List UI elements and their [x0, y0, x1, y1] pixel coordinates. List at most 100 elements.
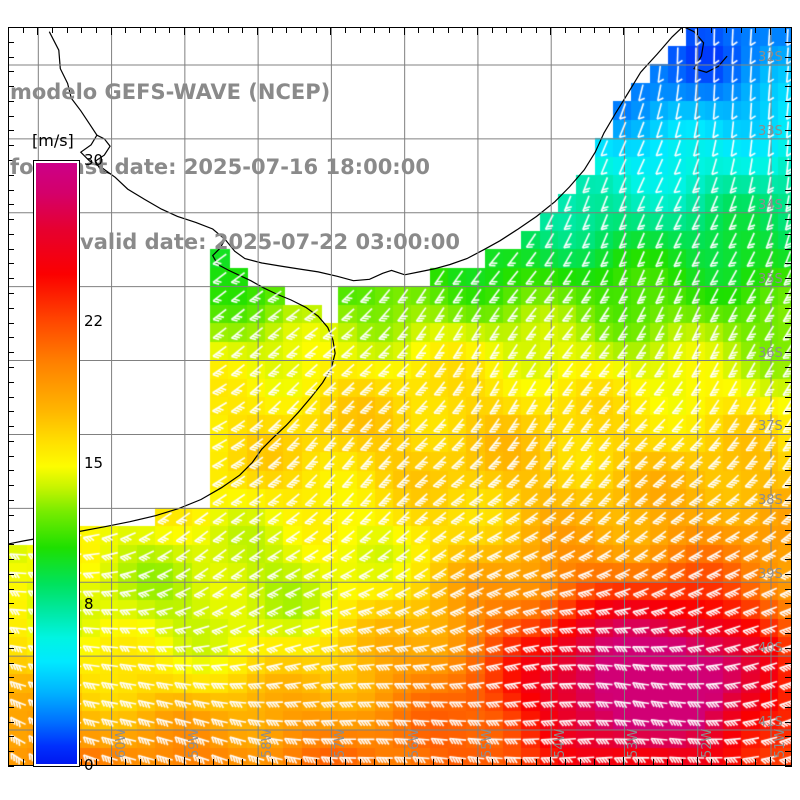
tick-bottom	[726, 759, 728, 766]
lat-label-36S: 36S	[758, 345, 783, 361]
colorbar-label-15: 15	[84, 453, 104, 472]
tick-right	[785, 588, 792, 590]
tick-bottom	[696, 757, 698, 766]
tick-left	[8, 514, 14, 516]
tick-bottom	[638, 759, 640, 766]
tick-left	[8, 322, 14, 324]
tick-left	[8, 71, 14, 73]
tick-top	[66, 27, 68, 33]
tick-right	[785, 337, 792, 339]
tick-left	[8, 337, 14, 339]
tick-bottom	[506, 759, 508, 766]
tick-bottom	[520, 759, 522, 766]
tick-right	[785, 499, 792, 501]
tick-left	[8, 529, 14, 531]
tick-top	[359, 27, 361, 33]
tick-bottom	[389, 759, 390, 766]
tick-top	[271, 27, 273, 33]
lon-label-53W: 53W	[626, 728, 642, 758]
tick-left	[8, 219, 14, 221]
tick-top	[638, 27, 640, 33]
tick-right	[785, 559, 792, 561]
tick-left	[8, 41, 14, 43]
tick-left	[8, 145, 14, 147]
tick-right	[785, 632, 792, 634]
tick-left	[8, 588, 14, 590]
colorbar-label-22: 22	[84, 312, 104, 331]
tick-top	[183, 27, 185, 35]
tick-bottom	[330, 757, 332, 766]
tick-right	[785, 455, 792, 457]
tick-right	[785, 470, 792, 472]
tick-right	[785, 86, 792, 88]
tick-bottom	[770, 757, 772, 766]
tick-left	[8, 278, 14, 280]
lat-label-35S: 35S	[758, 271, 783, 287]
tick-bottom	[418, 759, 420, 766]
tick-bottom	[608, 759, 610, 766]
lat-label-38S: 38S	[758, 493, 783, 509]
tick-top	[491, 27, 493, 33]
tick-left	[8, 426, 14, 428]
tick-bottom	[667, 759, 669, 766]
colorbar-gradient-box	[33, 160, 80, 767]
tick-bottom	[169, 759, 171, 766]
tick-top	[740, 27, 742, 33]
tick-right	[785, 204, 792, 206]
tick-right	[785, 396, 792, 398]
tick-left	[8, 677, 14, 679]
tick-top	[227, 27, 229, 33]
tick-left	[8, 352, 14, 354]
tick-bottom	[652, 759, 654, 766]
tick-top	[374, 27, 376, 33]
tick-left	[8, 174, 14, 176]
tick-right	[785, 485, 792, 487]
tick-right	[785, 160, 792, 162]
tick-top	[432, 27, 434, 33]
tick-left	[8, 455, 14, 457]
tick-top	[784, 27, 786, 33]
tick-bottom	[139, 759, 141, 766]
tick-left	[8, 263, 14, 265]
map-plot-area[interactable]	[8, 27, 792, 766]
tick-right	[785, 766, 792, 767]
tick-right	[785, 381, 792, 383]
tick-left	[8, 632, 14, 634]
tick-top	[726, 27, 728, 33]
tick-left	[8, 189, 14, 191]
tick-left	[8, 307, 14, 309]
tick-left	[8, 440, 14, 442]
lon-label-60W: 60W	[113, 728, 129, 758]
lon-label-51W: 51W	[773, 728, 789, 758]
tick-bottom	[403, 757, 405, 766]
tick-bottom	[682, 759, 684, 766]
tick-left	[8, 618, 14, 620]
tick-left	[8, 499, 14, 501]
tick-bottom	[154, 759, 156, 766]
tick-bottom	[22, 759, 24, 766]
tick-bottom	[345, 759, 347, 766]
tick-top	[330, 27, 332, 35]
tick-top	[682, 27, 684, 33]
tick-right	[785, 278, 792, 280]
tick-left	[8, 115, 14, 117]
tick-top	[696, 27, 698, 35]
tick-bottom	[359, 759, 361, 766]
tick-top	[652, 27, 654, 33]
tick-top	[418, 27, 420, 33]
tick-left	[8, 293, 14, 295]
tick-right	[785, 145, 792, 147]
tick-top	[315, 27, 317, 33]
tick-right	[785, 248, 792, 250]
tick-top	[345, 27, 347, 33]
tick-bottom	[242, 759, 244, 766]
tick-bottom	[227, 759, 229, 766]
tick-right	[785, 721, 792, 723]
tick-top	[667, 27, 669, 33]
lon-label-52W: 52W	[699, 728, 715, 758]
tick-right	[785, 115, 792, 117]
tick-top	[770, 27, 772, 35]
tick-left	[8, 573, 14, 575]
lon-label-55W: 55W	[479, 728, 495, 758]
